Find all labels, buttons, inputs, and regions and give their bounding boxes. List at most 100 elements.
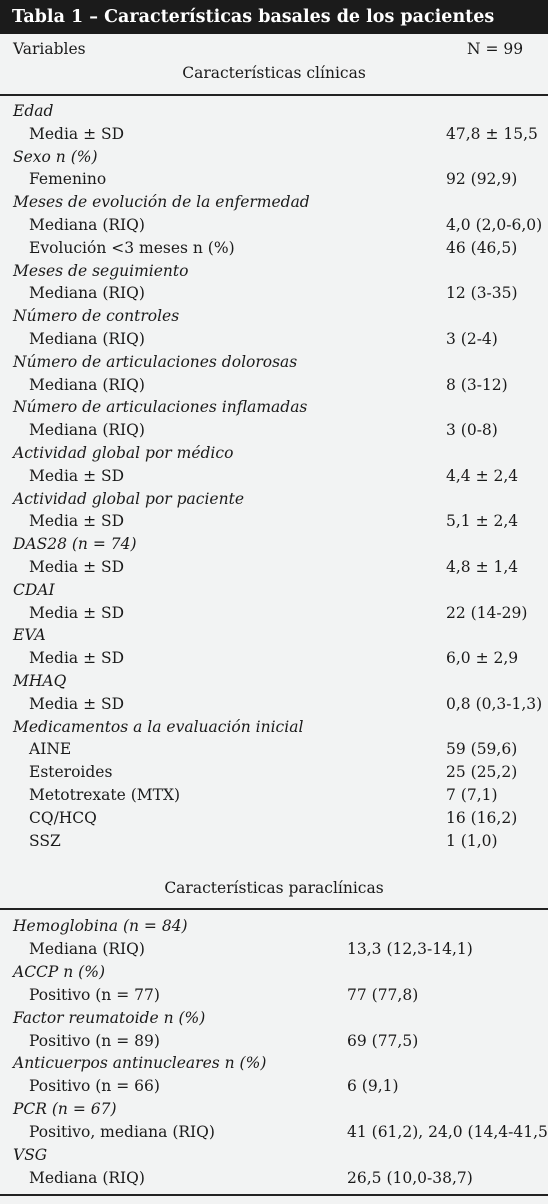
table-row: Media ± SD 6,0 ± 2,9 (0, 647, 548, 670)
category-row: Hemoglobina (n = 84) (0, 915, 548, 938)
row-label: Número de articulaciones inflamadas (13, 398, 308, 417)
row-value: 26,5 (10,0-38,7) (347, 1168, 473, 1187)
row-value: 47,8 ± 15,5 (446, 124, 538, 143)
row-label: Femenino (29, 170, 107, 189)
row-label: Media ± SD (29, 694, 125, 713)
table-row: Femenino 92 (92,9) (0, 168, 548, 191)
table-row: Mediana (RIQ) 8 (3-12) (0, 374, 548, 397)
category-row: Meses de seguimiento (0, 260, 548, 283)
row-label: CDAI (13, 580, 55, 599)
row-label: Número de articulaciones dolorosas (13, 352, 298, 371)
category-row: VSG (0, 1144, 548, 1167)
row-value: 8 (3-12) (446, 375, 508, 394)
row-label: MHAQ (13, 672, 67, 690)
row-label: ACCP n (%) (13, 962, 106, 981)
row-value: 92 (92,9) (446, 170, 518, 189)
row-label: Anticuerpos antinucleares n (%) (13, 1054, 267, 1073)
table-row: Mediana (RIQ) 4,0 (2,0-6,0) (0, 214, 548, 237)
row-value: 77 (77,8) (347, 985, 419, 1004)
row-label: Mediana (RIQ) (29, 375, 145, 394)
category-row: Edad (0, 100, 548, 123)
table-bottom-rule (0, 1194, 548, 1196)
row-value: 69 (77,5) (347, 1031, 419, 1050)
row-value: 6,0 ± 2,9 (446, 649, 519, 668)
section-rule (0, 94, 548, 96)
column-header-n: N = 99 (467, 40, 524, 58)
row-value: 7 (7,1) (446, 786, 498, 804)
row-value: 16 (16,2) (446, 808, 518, 827)
row-value: 41 (61,2), 24,0 (14,4-41,5) (347, 1123, 548, 1142)
table-row: Mediana (RIQ) 26,5 (10,0-38,7) (0, 1167, 548, 1190)
table-row: Media ± SD 5,1 ± 2,4 (0, 510, 548, 533)
table-row: Media ± SD 4,4 ± 2,4 (0, 465, 548, 488)
row-value: 4,4 ± 2,4 (446, 466, 519, 485)
row-label: Actividad global por médico (13, 444, 234, 462)
table-row: Positivo, mediana (RIQ) 41 (61,2), 24,0 (… (0, 1121, 548, 1144)
row-label: Media ± SD (29, 512, 125, 531)
table-row: Mediana (RIQ) 3 (0-8) (0, 419, 548, 442)
row-label: Evolución <3 meses n (%) (29, 238, 235, 257)
section-title-clinical: Características clínicas (182, 64, 366, 82)
table-row: SSZ 1 (1,0) (0, 830, 548, 853)
row-label: Mediana (RIQ) (29, 939, 145, 958)
row-label: Esteroides (29, 763, 113, 782)
category-row: ACCP n (%) (0, 961, 548, 984)
column-header-variables: Variables (13, 40, 86, 58)
row-label: SSZ (29, 831, 61, 850)
row-label: AINE (29, 740, 72, 759)
category-row: Actividad global por paciente (0, 488, 548, 511)
row-label: Positivo, mediana (RIQ) (29, 1123, 215, 1142)
row-label: Mediana (RIQ) (29, 421, 145, 440)
table-row: Mediana (RIQ) 3 (2-4) (0, 328, 548, 351)
row-value: 3 (0-8) (446, 421, 498, 440)
row-label: Medicamentos a la evaluación inicial (13, 717, 304, 736)
table-row: Positivo (n = 77) 77 (77,8) (0, 984, 548, 1007)
category-row: Actividad global por médico (0, 442, 548, 465)
section-title-paraclinical: Características paraclínicas (164, 879, 384, 897)
row-value: 13,3 (12,3-14,1) (347, 939, 473, 958)
row-label: Positivo (n = 89) (29, 1031, 160, 1050)
row-label: Número de controles (13, 307, 180, 326)
row-label: Factor reumatoide n (%) (13, 1008, 206, 1027)
row-value: 46 (46,5) (446, 238, 518, 257)
row-label: CQ/HCQ (29, 808, 97, 827)
row-label: VSG (13, 1146, 48, 1164)
category-row: EVA (0, 624, 548, 647)
row-label: Edad (13, 102, 54, 120)
table-row: Mediana (RIQ) 13,3 (12,3-14,1) (0, 938, 548, 961)
category-row: Medicamentos a la evaluación inicial (0, 716, 548, 739)
row-label: EVA (13, 626, 46, 645)
row-value: 5,1 ± 2,4 (446, 512, 519, 531)
table-row: AINE 59 (59,6) (0, 738, 548, 761)
row-label: Actividad global por paciente (13, 489, 244, 508)
table-row: Media ± SD 4,8 ± 1,4 (0, 556, 548, 579)
row-label: PCR (n = 67) (13, 1100, 117, 1119)
row-value: 59 (59,6) (446, 740, 518, 759)
row-label: Positivo (n = 77) (29, 985, 160, 1004)
row-label: Mediana (RIQ) (29, 284, 145, 303)
row-label: Mediana (RIQ) (29, 330, 145, 348)
category-row: Anticuerpos antinucleares n (%) (0, 1052, 548, 1075)
row-label: Media ± SD (29, 466, 125, 485)
row-label: Mediana (RIQ) (29, 1168, 145, 1187)
table-row: Media ± SD 47,8 ± 15,5 (0, 123, 548, 146)
row-label: Metotrexate (MTX) (29, 786, 181, 804)
row-label: Media ± SD (29, 603, 125, 622)
category-row: Número de articulaciones dolorosas (0, 351, 548, 374)
table-row: Media ± SD 0,8 (0,3-1,3) (0, 693, 548, 716)
row-value: 3 (2-4) (446, 330, 498, 348)
row-label: Meses de evolución de la enfermedad (13, 193, 310, 212)
row-label: Media ± SD (29, 649, 125, 668)
row-value: 1 (1,0) (446, 831, 498, 850)
row-label: DAS28 (n = 74) (13, 535, 137, 554)
row-value: 0,8 (0,3-1,3) (446, 694, 543, 713)
row-value: 22 (14-29) (446, 603, 528, 622)
row-value: 25 (25,2) (446, 763, 518, 782)
table-row: Esteroides 25 (25,2) (0, 761, 548, 784)
row-value: 4,8 ± 1,4 (446, 558, 519, 576)
row-label: Hemoglobina (n = 84) (13, 917, 188, 935)
row-label: Positivo (n = 66) (29, 1077, 160, 1096)
row-label: Mediana (RIQ) (29, 216, 145, 234)
table-title: Tabla 1 – Características basales de los… (0, 0, 548, 34)
table-row: Mediana (RIQ) 12 (3-35) (0, 282, 548, 305)
